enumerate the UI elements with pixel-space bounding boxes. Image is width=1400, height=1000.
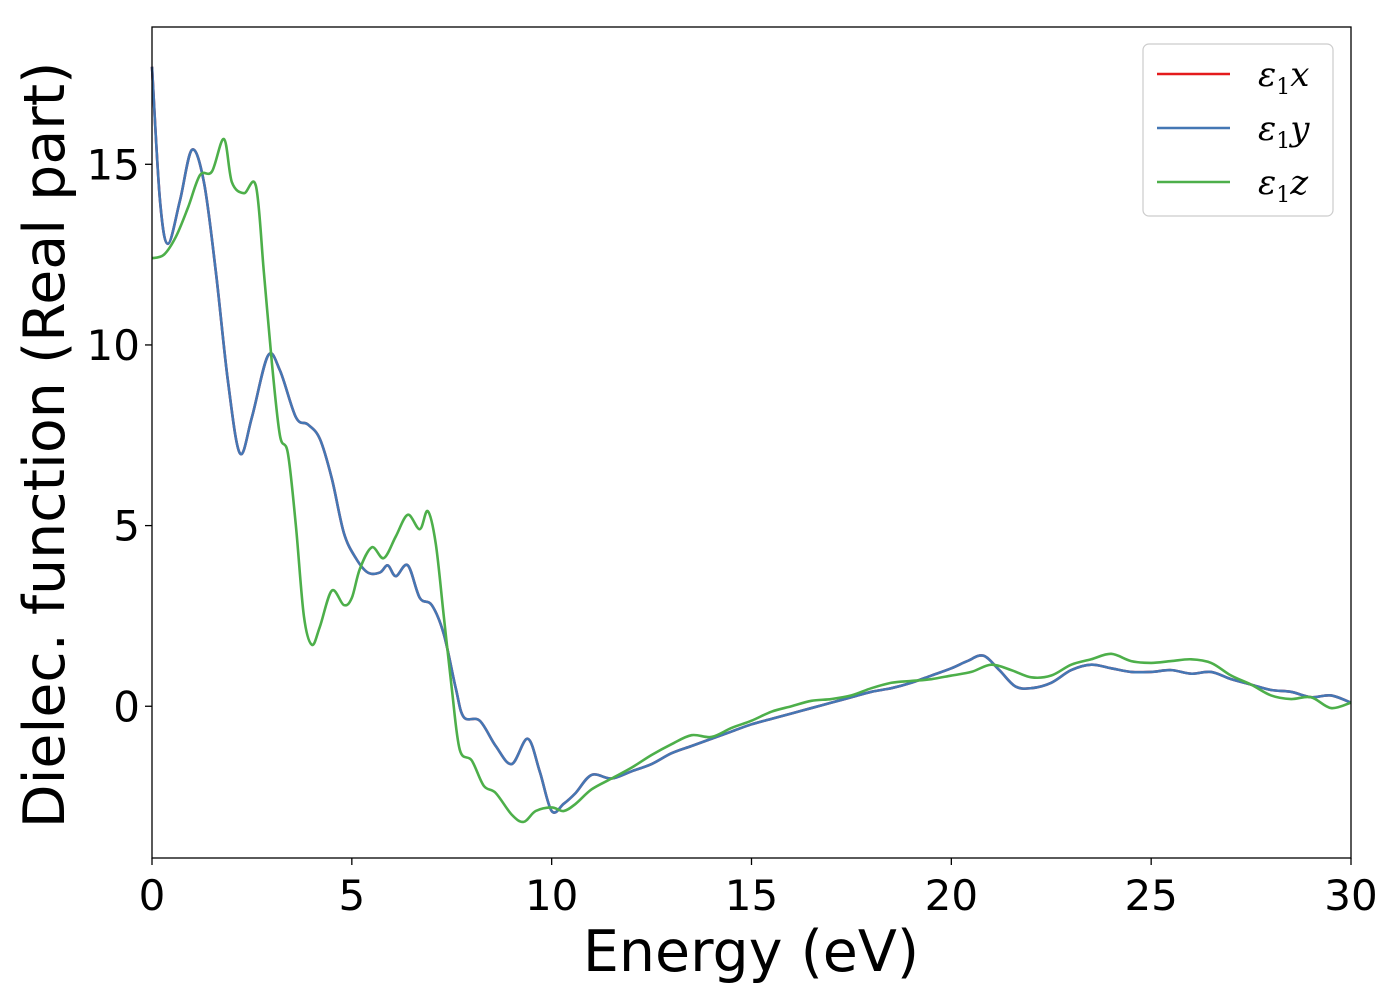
x-tick-label: 15 [725,871,778,920]
y-tick-label: 15 [87,140,140,189]
plot-lines [150,66,1352,824]
x-tick-label: 30 [1324,871,1377,920]
legend-label-z: ε1z [1258,163,1309,208]
x-axis-ticks: 0 5 10 15 20 25 30 [139,858,1378,920]
legend: ε1x ε1y ε1z [1142,43,1334,217]
x-tick-label: 20 [925,871,978,920]
x-tick-label: 5 [338,871,365,920]
y-tick-label: 10 [87,321,140,370]
y-axis-ticks: 0 5 10 15 [87,140,152,731]
legend-label-y: ε1y [1258,109,1310,154]
y-axis-label: Dielec. function (Real part) [12,62,78,829]
series-line-z [151,137,1352,824]
x-axis-label: Energy (eV) [583,919,919,985]
x-tick-label: 25 [1124,871,1177,920]
x-tick-label: 0 [139,871,166,920]
legend-box [1142,43,1334,217]
x-tick-label: 10 [525,871,578,920]
y-tick-label: 5 [113,502,140,551]
y-tick-label: 0 [113,682,140,731]
legend-label-x: ε1x [1258,55,1309,100]
